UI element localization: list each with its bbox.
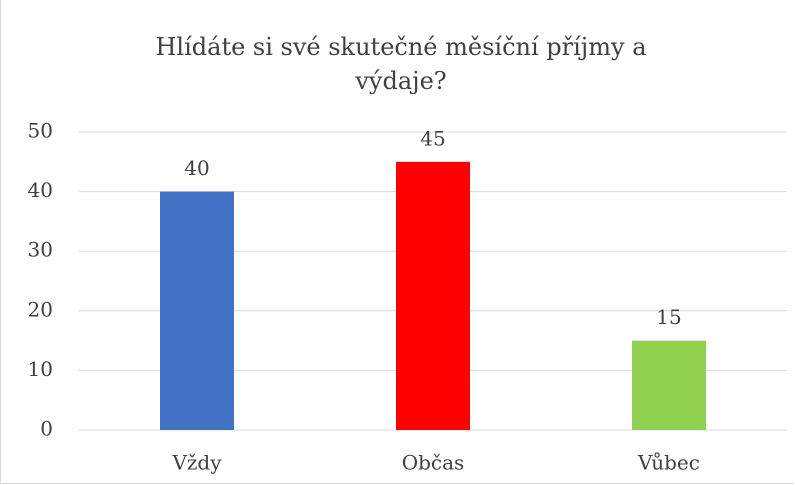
bar — [160, 191, 234, 430]
bar — [632, 340, 706, 430]
data-label: 40 — [184, 156, 209, 180]
y-tick-label: 30 — [28, 238, 53, 262]
y-tick-label: 40 — [28, 178, 53, 202]
chart-title: Hlídáte si své skutečné měsíční příjmy a… — [155, 33, 647, 95]
x-tick-label: Vždy — [171, 451, 222, 475]
y-tick-label: 20 — [28, 297, 53, 321]
y-tick-label: 0 — [40, 417, 53, 441]
data-label: 45 — [420, 126, 445, 150]
y-tick-label: 10 — [28, 357, 53, 381]
x-tick-label: Vůbec — [637, 451, 700, 475]
x-tick-label: Občas — [402, 451, 465, 475]
data-label: 15 — [656, 305, 681, 329]
bar — [396, 161, 470, 431]
y-tick-label: 50 — [28, 119, 53, 143]
